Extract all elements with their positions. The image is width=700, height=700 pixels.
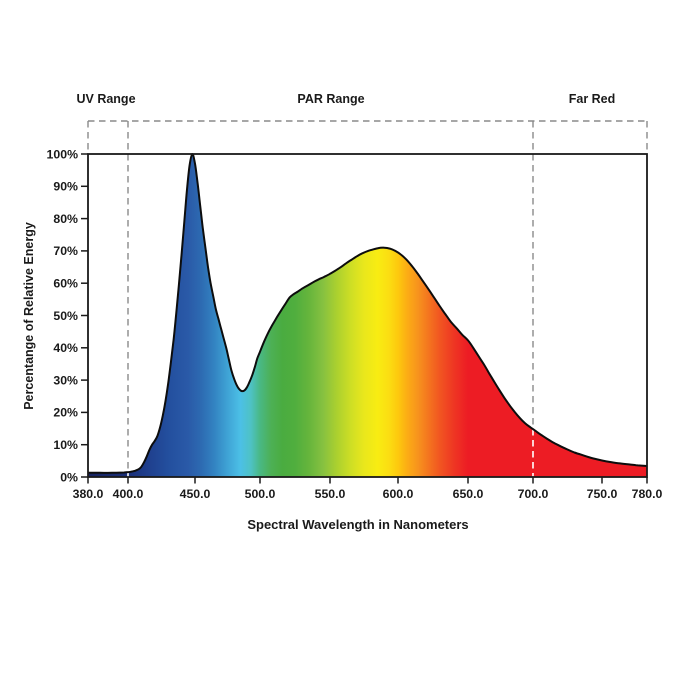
y-tick-label: 0% (60, 470, 78, 484)
x-axis-title: Spectral Wavelength in Nanometers (247, 517, 469, 532)
x-tick-label: 400.0 (113, 487, 144, 501)
x-tick-label: 500.0 (245, 487, 276, 501)
x-tick-label: 700.0 (518, 487, 549, 501)
x-tick-label: 600.0 (383, 487, 414, 501)
x-tick-label: 450.0 (180, 487, 211, 501)
x-tick-label: 380.0 (73, 487, 104, 501)
x-tick-label: 780.0 (632, 487, 663, 501)
y-tick-label: 60% (53, 277, 78, 291)
y-tick-label: 80% (53, 212, 78, 226)
uv-range-label: UV Range (76, 92, 136, 106)
y-tick-label: 30% (53, 373, 78, 387)
x-tick-label: 750.0 (587, 487, 618, 501)
y-tick-label: 10% (53, 438, 78, 452)
far-red-range-label: Far Red (568, 92, 616, 106)
par-range-label: PAR Range (297, 92, 365, 106)
y-tick-label: 90% (53, 180, 78, 194)
spectrum-curve-outline (87, 152, 648, 474)
y-tick-label: 50% (53, 309, 78, 323)
y-tick-label: 40% (53, 341, 78, 355)
y-tick-label: 20% (53, 406, 78, 420)
y-axis-title: Percentange of Relative Energy (22, 222, 36, 410)
spectrum-fill (88, 153, 647, 478)
y-tick-label: 100% (47, 147, 79, 161)
y-tick-label: 70% (53, 244, 78, 258)
x-tick-label: 650.0 (453, 487, 484, 501)
x-tick-label: 550.0 (315, 487, 346, 501)
